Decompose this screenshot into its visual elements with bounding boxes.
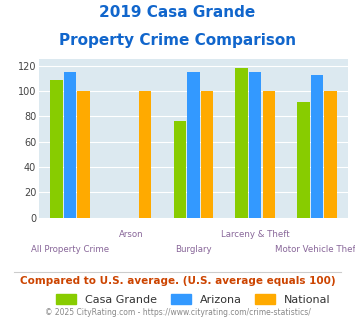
Bar <box>249 72 261 218</box>
Bar <box>64 72 76 218</box>
Bar <box>77 91 90 218</box>
Bar <box>201 91 213 218</box>
Text: Arson: Arson <box>119 230 144 240</box>
Text: Larceny & Theft: Larceny & Theft <box>221 230 290 240</box>
Bar <box>235 68 248 218</box>
Bar <box>174 121 186 218</box>
Text: Motor Vehicle Theft: Motor Vehicle Theft <box>275 245 355 254</box>
Text: © 2025 CityRating.com - https://www.cityrating.com/crime-statistics/: © 2025 CityRating.com - https://www.city… <box>45 308 310 316</box>
Bar <box>324 91 337 218</box>
Bar <box>187 72 200 218</box>
Text: 2019 Casa Grande: 2019 Casa Grande <box>99 5 256 20</box>
Bar <box>263 91 275 218</box>
Bar <box>297 103 310 218</box>
Text: Property Crime Comparison: Property Crime Comparison <box>59 33 296 48</box>
Text: Compared to U.S. average. (U.S. average equals 100): Compared to U.S. average. (U.S. average … <box>20 276 335 285</box>
Legend: Casa Grande, Arizona, National: Casa Grande, Arizona, National <box>52 290 335 310</box>
Text: All Property Crime: All Property Crime <box>31 245 109 254</box>
Bar <box>139 91 152 218</box>
Bar <box>50 80 62 218</box>
Bar <box>311 75 323 218</box>
Text: Burglary: Burglary <box>175 245 212 254</box>
